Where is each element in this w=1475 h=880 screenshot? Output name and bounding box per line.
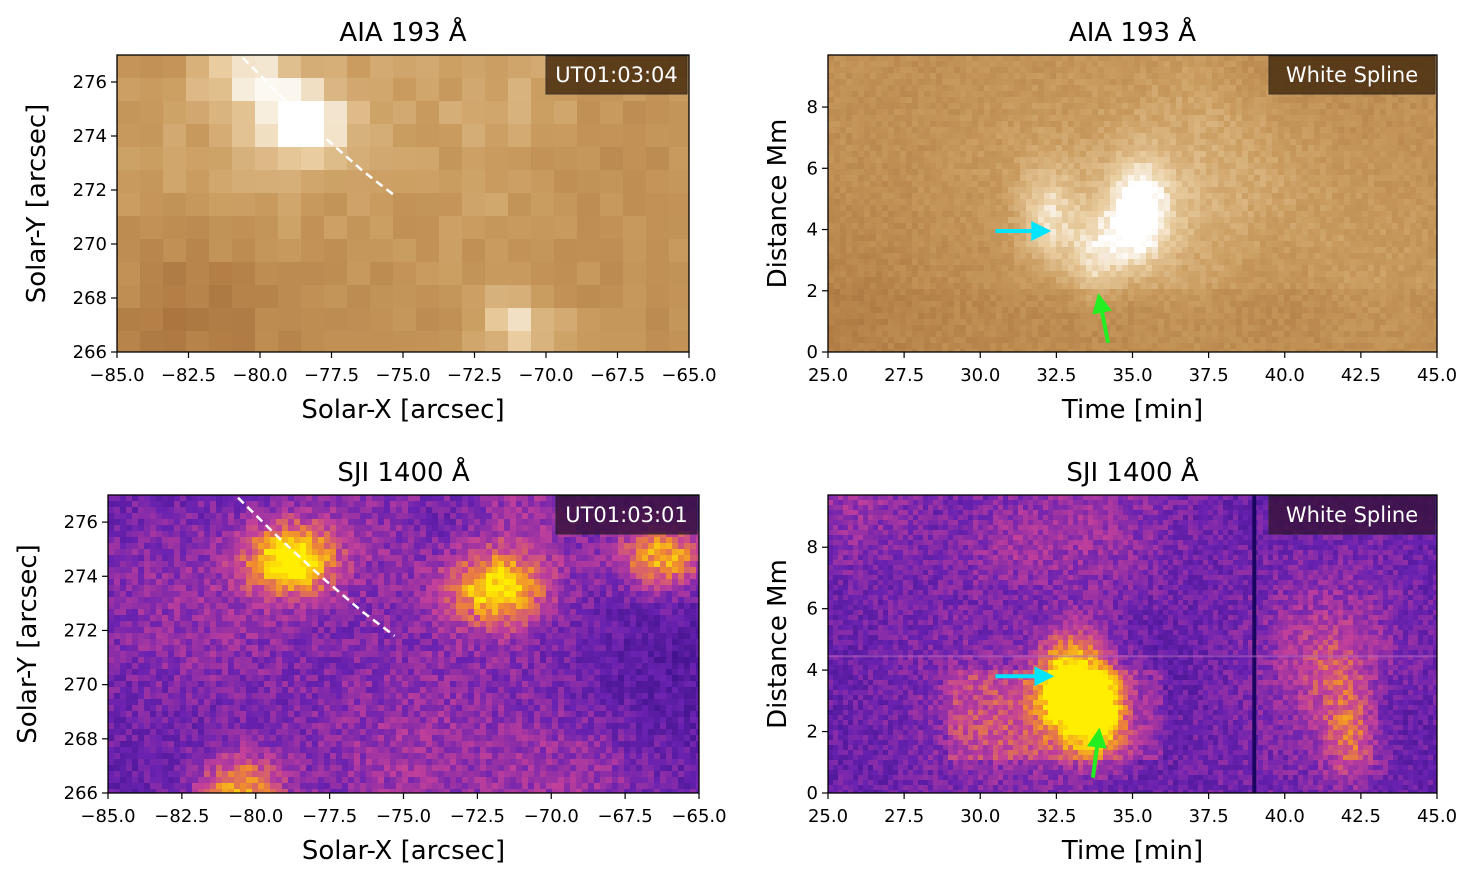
sji_map-image xyxy=(108,495,699,793)
x-tick-label: −80.0 xyxy=(232,365,287,386)
sji_map-panel: UT01:03:01 −85.0 −82.5 −80.0 −77.5 −75.0 −72.5… xyxy=(13,456,727,866)
x-tick-label: −85.0 xyxy=(80,806,135,827)
x-tick-label: −82.5 xyxy=(161,365,216,386)
y-axis-label: Solar-Y [arcsec] xyxy=(13,544,43,744)
y-tick-label: 272 xyxy=(64,620,98,641)
y-tick-label: 268 xyxy=(64,729,98,750)
x-axis-label: Time [min] xyxy=(1061,395,1203,425)
x-tick-label: 42.5 xyxy=(1341,806,1381,827)
y-axis-label: Distance Mm xyxy=(763,559,793,729)
x-tick-label: −70.0 xyxy=(524,806,579,827)
y-tick-label: 2 xyxy=(807,281,818,302)
x-tick-label: −80.0 xyxy=(228,806,283,827)
x-tick-label: −67.5 xyxy=(590,365,645,386)
aia_td-image xyxy=(828,55,1437,352)
y-tick-label: 276 xyxy=(64,512,98,533)
x-tick-label: 25.0 xyxy=(808,365,848,386)
sji_td-image xyxy=(828,495,1437,793)
x-axis-label: Solar-X [arcsec] xyxy=(301,395,504,425)
aia_td-panel: White Spline 25.0 27.5 30.0 32.5 35.0 37.5 40.0… xyxy=(763,16,1457,425)
x-axis-label: Solar-X [arcsec] xyxy=(302,836,505,866)
x-tick-label: 40.0 xyxy=(1265,365,1305,386)
y-tick-label: 8 xyxy=(807,97,818,118)
green-arrow xyxy=(1086,727,1107,778)
x-tick-label: 32.5 xyxy=(1036,806,1076,827)
aia_map-image xyxy=(117,55,689,352)
x-tick-label: 35.0 xyxy=(1112,365,1152,386)
x-tick-label: 25.0 xyxy=(808,806,848,827)
green-arrow xyxy=(1092,292,1112,344)
y-tick-label: 268 xyxy=(73,288,107,309)
y-tick-label: 274 xyxy=(64,566,98,587)
x-tick-label: 27.5 xyxy=(884,365,924,386)
chart-title: AIA 193 Å xyxy=(339,16,466,48)
x-tick-label: 42.5 xyxy=(1341,365,1381,386)
y-tick-label: 4 xyxy=(807,220,818,241)
x-tick-label: −72.5 xyxy=(447,365,502,386)
x-tick-label: −82.5 xyxy=(154,806,209,827)
x-tick-label: −75.0 xyxy=(376,806,431,827)
x-tick-label: 30.0 xyxy=(960,365,1000,386)
chart-title: AIA 193 Å xyxy=(1069,16,1196,48)
sji_td-panel: White Spline 25.0 27.5 30.0 32.5 35.0 37.5 40.0… xyxy=(763,456,1457,866)
x-tick-label: 45.0 xyxy=(1417,365,1457,386)
chart-title: SJI 1400 Å xyxy=(1066,456,1199,488)
x-tick-label: 27.5 xyxy=(884,806,924,827)
y-tick-label: 274 xyxy=(73,126,107,147)
x-tick-label: 32.5 xyxy=(1036,365,1076,386)
x-tick-label: 30.0 xyxy=(960,806,1000,827)
annotation-label: UT01:03:01 xyxy=(565,503,688,527)
y-axis-label: Solar-Y [arcsec] xyxy=(22,104,52,304)
y-tick-label: 276 xyxy=(73,72,107,93)
y-tick-label: 6 xyxy=(807,599,818,620)
y-tick-label: 8 xyxy=(807,537,818,558)
x-tick-label: −72.5 xyxy=(450,806,505,827)
y-tick-label: 4 xyxy=(807,660,818,681)
x-tick-label: −77.5 xyxy=(302,806,357,827)
y-tick-label: 266 xyxy=(73,342,107,363)
x-tick-label: −75.0 xyxy=(375,365,430,386)
x-tick-label: 37.5 xyxy=(1189,365,1229,386)
y-tick-label: 270 xyxy=(64,675,98,696)
x-tick-label: −65.0 xyxy=(661,365,716,386)
x-tick-label: −77.5 xyxy=(304,365,359,386)
chart-title: SJI 1400 Å xyxy=(337,456,470,488)
annotation-box: White Spline xyxy=(1268,495,1436,535)
x-tick-label: 35.0 xyxy=(1112,806,1152,827)
x-tick-label: −67.5 xyxy=(598,806,653,827)
y-tick-label: 266 xyxy=(64,783,98,804)
annotation-box: UT01:03:04 xyxy=(545,55,688,95)
annotation-label: UT01:03:04 xyxy=(555,63,678,87)
y-tick-label: 6 xyxy=(807,158,818,179)
annotation-label: White Spline xyxy=(1286,503,1418,527)
y-tick-label: 270 xyxy=(73,234,107,255)
x-tick-label: 45.0 xyxy=(1417,806,1457,827)
x-tick-label: −85.0 xyxy=(89,365,144,386)
y-tick-label: 0 xyxy=(807,342,818,363)
annotation-box: UT01:03:01 xyxy=(555,495,698,535)
aia_map-panel: UT01:03:04 −85.0 −82.5 −80.0 −77.5 −75.0 −72.5… xyxy=(22,16,717,425)
x-tick-label: −65.0 xyxy=(671,806,726,827)
y-tick-label: 0 xyxy=(807,783,818,804)
annotation-box: White Spline xyxy=(1268,55,1436,95)
data-gap-line xyxy=(1252,495,1257,793)
x-axis-label: Time [min] xyxy=(1061,836,1203,866)
horizontal-artifact-line xyxy=(828,655,1437,658)
x-tick-label: 37.5 xyxy=(1189,806,1229,827)
x-tick-label: −70.0 xyxy=(518,365,573,386)
x-tick-label: 40.0 xyxy=(1265,806,1305,827)
y-tick-label: 2 xyxy=(807,722,818,743)
y-tick-label: 272 xyxy=(73,180,107,201)
annotation-label: White Spline xyxy=(1286,63,1418,87)
y-axis-label: Distance Mm xyxy=(763,119,793,289)
